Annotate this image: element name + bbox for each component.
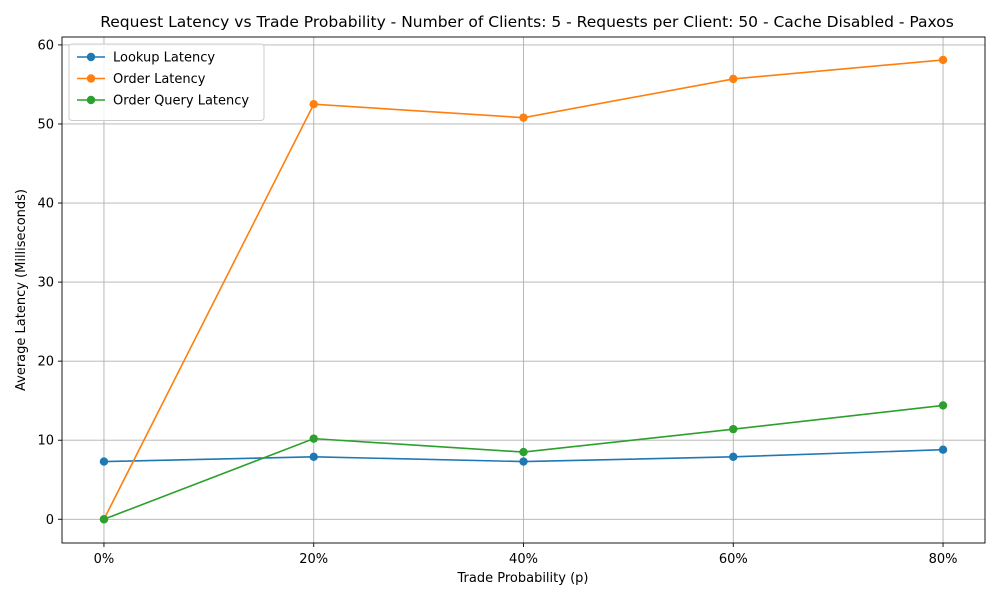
data-point: [938, 445, 948, 454]
chart-title: Request Latency vs Trade Probability - N…: [100, 13, 954, 31]
data-point: [519, 113, 528, 122]
x-tick-label: 60%: [719, 552, 748, 567]
x-tick-label: 20%: [299, 552, 328, 567]
legend-swatch-marker: [86, 95, 96, 105]
legend-label: Order Query Latency: [113, 94, 249, 109]
axes: [58, 36, 986, 547]
series-layer: [99, 55, 948, 524]
data-point: [309, 434, 318, 443]
data-point: [309, 452, 318, 462]
x-axis-label: Trade Probability (p): [457, 571, 589, 586]
x-tick-label: 80%: [929, 552, 958, 567]
data-point: [729, 74, 738, 84]
legend-label: Order Latency: [113, 72, 206, 87]
data-point: [99, 515, 109, 524]
y-tick-label: 40: [37, 197, 54, 212]
legend-label: Lookup Latency: [113, 51, 215, 66]
data-point: [309, 100, 318, 109]
tick-labels: 0% 20% 40% 60% 80% 0 10 20 30 40 50 60: [37, 38, 957, 567]
y-tick-label: 0: [46, 513, 54, 528]
series-lookup-latency: [99, 445, 948, 466]
legend-box: [68, 43, 265, 121]
data-point: [519, 447, 528, 457]
plot-frame: [61, 36, 986, 544]
y-axis-label: Average Latency (Milliseconds): [14, 189, 29, 391]
y-tick-label: 60: [37, 38, 54, 53]
legend-item: Order Query Latency: [77, 94, 249, 109]
data-point: [519, 457, 528, 466]
data-point: [99, 457, 109, 466]
legend-swatch-marker: [86, 74, 96, 83]
legend-item: Order Latency: [77, 72, 206, 87]
y-tick-label: 20: [37, 355, 54, 370]
y-tick-label: 30: [37, 276, 54, 291]
x-tick-label: 0%: [94, 552, 115, 567]
legend: Lookup Latency Order Latency Order Query L…: [68, 43, 265, 121]
x-tick-label: 40%: [509, 552, 538, 567]
data-point: [729, 452, 738, 462]
y-tick-label: 10: [37, 434, 54, 449]
data-point: [938, 401, 948, 410]
data-point: [729, 424, 738, 434]
series-order-query-latency: [99, 401, 948, 524]
y-tick-label: 50: [37, 117, 54, 132]
legend-item: Lookup Latency: [77, 51, 215, 66]
legend-swatch-marker: [86, 52, 96, 62]
data-point: [938, 55, 948, 65]
